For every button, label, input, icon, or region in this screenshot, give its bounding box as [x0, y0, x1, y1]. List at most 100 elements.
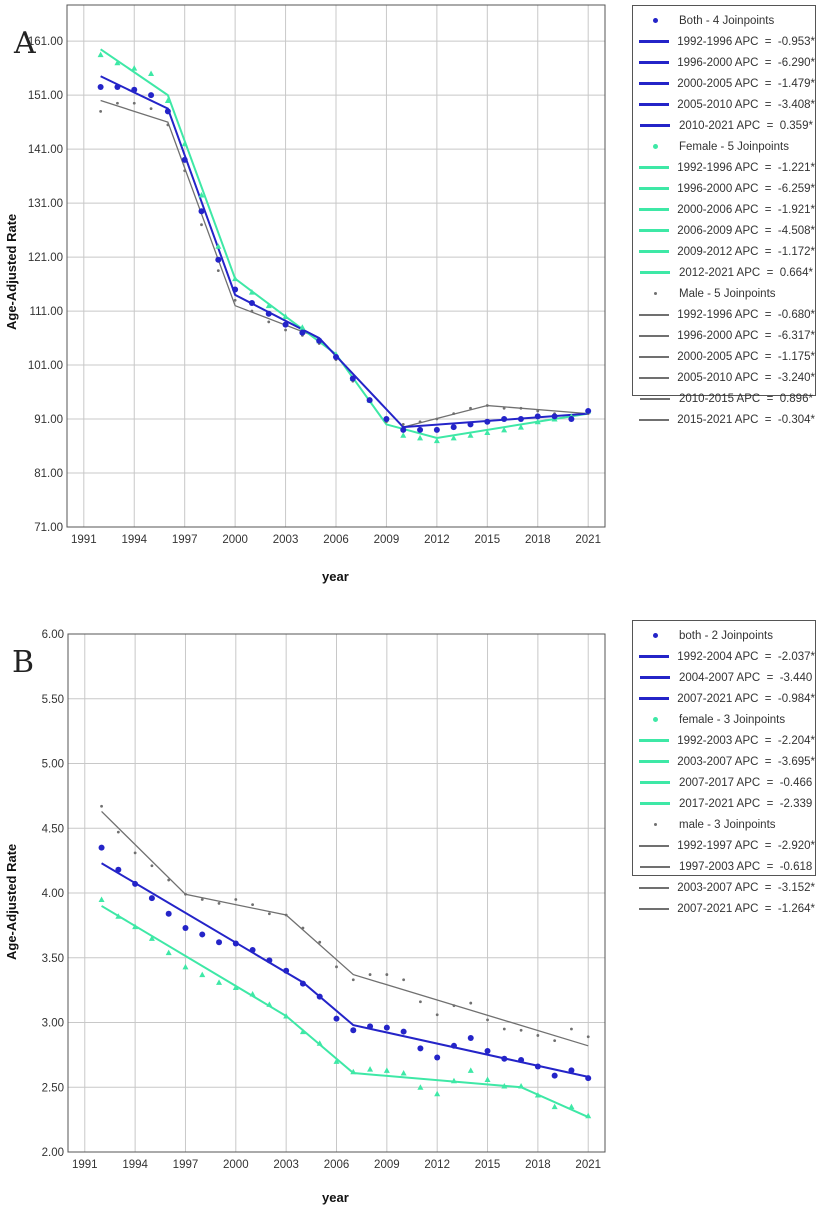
both-data-point: [417, 426, 424, 433]
male-data-point: [116, 101, 119, 105]
both-data-point: [165, 910, 172, 917]
both-data-point: [316, 993, 323, 1000]
both-data-point: [216, 939, 223, 946]
female-data-point: [484, 429, 491, 436]
female-data-point: [181, 140, 188, 147]
female-data-point: [350, 1068, 357, 1075]
both-data-point: [182, 924, 189, 931]
legend-label: Both - 4 Joinpoints: [679, 14, 775, 27]
plot-frame: [67, 633, 606, 1153]
male-data-point: [401, 423, 405, 426]
female-data-point: [215, 243, 222, 249]
female-data-point: [517, 424, 524, 430]
x-tick-label: 2003: [273, 534, 299, 546]
legend-segment-label: 1996-2000 APC = -6.290*: [677, 56, 815, 69]
x-tick-label: 2015: [475, 1159, 501, 1171]
male-legend-segment: 2010-2015 APC = 0.896*: [633, 388, 815, 409]
female-legend-segment: 2003-2007 APC = -3.695*: [633, 751, 815, 772]
male-legend-segment: 1992-1997 APC = -2.920*: [633, 835, 815, 856]
legend-segment-label: 1992-2004 APC = -2.037*: [677, 650, 815, 663]
both-data-point: [181, 156, 188, 163]
y-tick-label: 3.00: [42, 1018, 64, 1030]
both-data-point: [585, 407, 592, 414]
both-legend-header: both - 2 Joinpoints: [633, 625, 815, 646]
x-axis-label-b: year: [322, 1190, 349, 1205]
x-tick-label: 2000: [222, 534, 248, 546]
legend-segment-label: 1992-2003 APC = -2.204*: [677, 734, 815, 747]
legend-segment-label: 2015-2021 APC = -0.304*: [677, 413, 815, 426]
male-marker-icon: [637, 823, 673, 826]
x-tick-label: 1997: [172, 534, 198, 546]
both-data-point: [350, 1027, 357, 1034]
male-data-point: [216, 269, 220, 272]
female-data-point: [165, 949, 172, 956]
both-data-point: [501, 416, 508, 423]
female-data-point: [484, 1076, 491, 1082]
legend-segment-label: 2005-2010 APC = -3.408*: [677, 98, 815, 111]
male-data-point: [234, 898, 238, 901]
female-data-point: [131, 65, 138, 71]
male-data-point: [217, 901, 221, 905]
both-legend-header: Both - 4 Joinpoints: [633, 10, 815, 31]
x-tick-label: 2015: [475, 534, 501, 546]
male-data-point: [284, 328, 287, 332]
male-data-point: [184, 892, 187, 896]
x-tick-label: 2006: [323, 534, 349, 546]
male-data-point: [335, 965, 338, 969]
chart-a: 1991 1994 1997 2000 2003 2006 2009 2012 2015 2018…: [28, 4, 606, 546]
male-legend-segment: 2007-2021 APC = -1.264*: [633, 898, 815, 919]
x-axis-label-a: year: [322, 569, 349, 584]
male-legend-segment: 2003-2007 APC = -3.152*: [633, 877, 815, 898]
male-data-point: [452, 1004, 456, 1008]
y-tick-label: 2.50: [42, 1082, 64, 1094]
female-data-point: [585, 1112, 592, 1119]
female-data-point: [434, 1090, 441, 1097]
male-data-point: [536, 1034, 540, 1037]
male-marker-icon: [637, 292, 673, 295]
legend-segment-label: 2010-2021 APC = 0.359*: [679, 119, 813, 132]
female-data-point: [265, 302, 272, 309]
both-legend-segment: 1996-2000 APC = -6.290*: [633, 52, 815, 73]
male-legend-segment: 2015-2021 APC = -0.304*: [633, 409, 815, 430]
both-line-icon: [637, 124, 673, 127]
female-data-point: [551, 1103, 558, 1110]
female-legend-segment: 1992-2003 APC = -2.204*: [633, 730, 815, 751]
male-data-point: [519, 1028, 523, 1032]
female-data-point: [132, 923, 139, 930]
both-data-point: [518, 1057, 525, 1064]
legend-segment-label: 1992-1996 APC = -0.953*: [677, 35, 815, 48]
both-data-point: [417, 1045, 424, 1052]
male-data-point: [452, 412, 456, 416]
female-data-point: [198, 192, 205, 198]
female-data-point: [467, 1067, 474, 1073]
y-tick-label: 5.00: [42, 759, 64, 771]
male-data-point: [200, 898, 204, 901]
female-line-icon: [637, 781, 673, 784]
both-line-icon: [637, 82, 671, 85]
male-legend-header: Male - 5 Joinpoints: [633, 283, 815, 304]
male-data-point: [586, 1035, 590, 1039]
legend-label: female - 3 Joinpoints: [679, 713, 786, 726]
male-data-point: [553, 1039, 557, 1043]
female-legend-segment: 2012-2021 APC = 0.664*: [633, 262, 815, 283]
both-line-icon: [637, 40, 671, 43]
legend-segment-label: 2003-2007 APC = -3.695*: [677, 755, 815, 768]
both-data-point: [467, 421, 474, 428]
female-line-icon: [637, 739, 671, 742]
female-data-point: [249, 991, 256, 997]
legend-segment-label: 2017-2021 APC = -2.339: [679, 797, 813, 810]
x-tick-label: 2021: [575, 534, 601, 546]
female-data-point: [299, 324, 306, 330]
legend-segment-label: 1992-1997 APC = -2.920*: [677, 839, 815, 852]
female-legend-segment: 2006-2009 APC = -4.508*: [633, 220, 815, 241]
female-data-point: [232, 984, 239, 991]
male-data-point: [570, 1027, 573, 1031]
both-legend-segment: 2000-2005 APC = -1.479*: [633, 73, 815, 94]
y-tick-label: 3.50: [42, 953, 64, 965]
male-data-point: [486, 1018, 489, 1022]
female-data-point: [97, 51, 104, 58]
legend-segment-label: 2010-2015 APC = 0.896*: [679, 392, 813, 405]
both-data-point: [299, 980, 306, 987]
male-data-point: [284, 913, 288, 917]
